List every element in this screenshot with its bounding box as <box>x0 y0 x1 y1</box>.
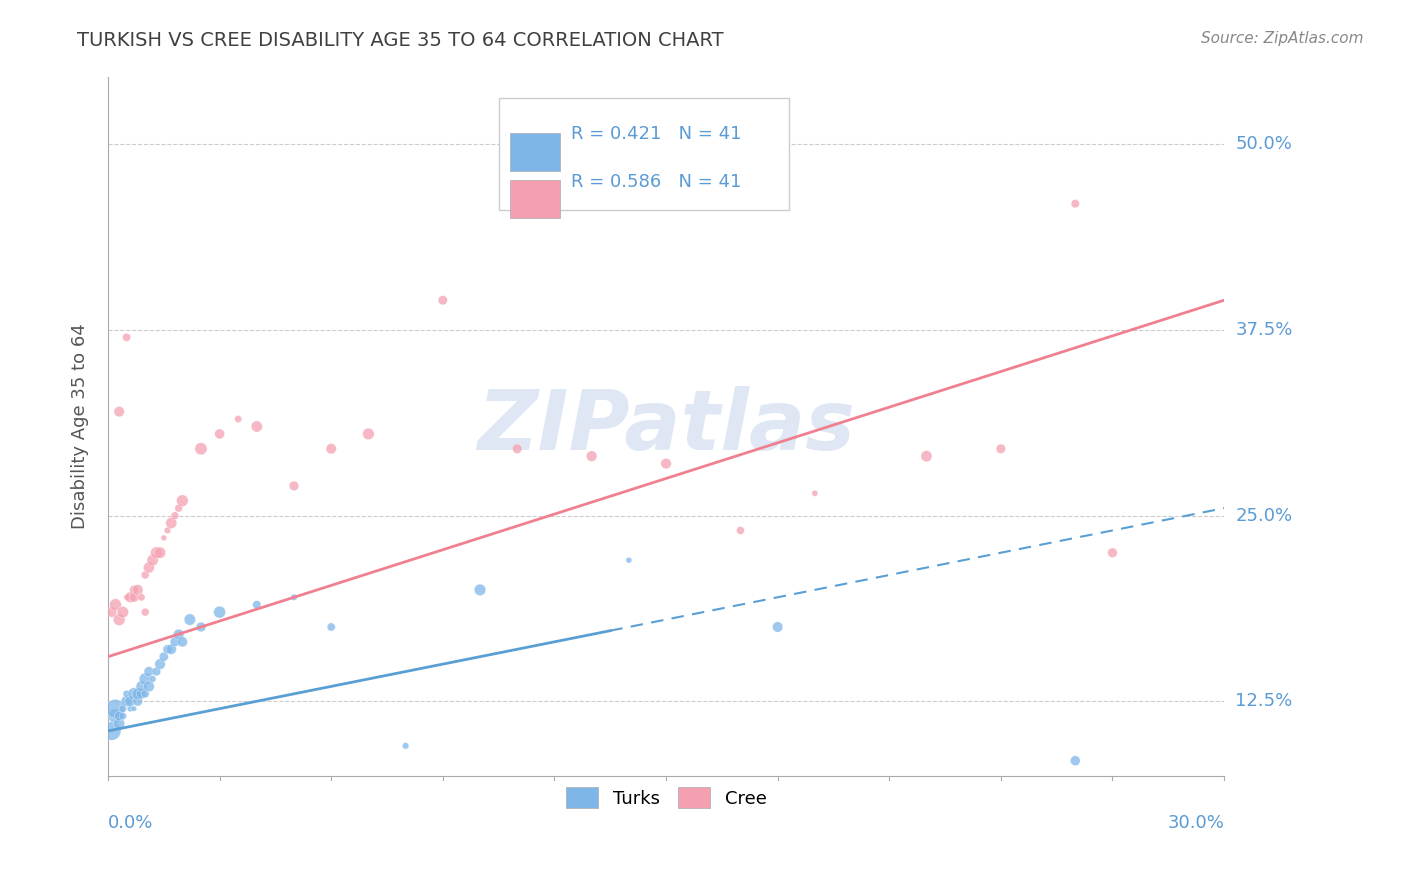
Point <box>190 620 212 634</box>
Point <box>172 635 194 649</box>
Point <box>127 687 149 701</box>
Point <box>1064 196 1087 211</box>
Point <box>208 426 231 441</box>
FancyBboxPatch shape <box>510 179 560 219</box>
Text: Source: ZipAtlas.com: Source: ZipAtlas.com <box>1201 31 1364 46</box>
Point <box>108 709 131 723</box>
Point <box>108 404 131 418</box>
Point <box>167 501 190 516</box>
Point <box>127 582 149 597</box>
Point <box>1101 546 1123 560</box>
Point <box>581 449 603 463</box>
Point <box>104 709 127 723</box>
Point <box>321 442 343 456</box>
Point <box>152 649 174 664</box>
Text: 25.0%: 25.0% <box>1236 507 1292 524</box>
Text: TURKISH VS CREE DISABILITY AGE 35 TO 64 CORRELATION CHART: TURKISH VS CREE DISABILITY AGE 35 TO 64 … <box>77 31 724 50</box>
Point <box>617 553 640 567</box>
Y-axis label: Disability Age 35 to 64: Disability Age 35 to 64 <box>72 324 89 529</box>
Point <box>156 524 179 538</box>
Point <box>142 672 165 686</box>
Point <box>142 553 165 567</box>
Point <box>321 620 343 634</box>
Point <box>131 680 153 694</box>
Point <box>115 591 138 605</box>
Point <box>915 449 938 463</box>
Point <box>357 426 380 441</box>
Point <box>104 701 127 715</box>
Point <box>108 613 131 627</box>
Point <box>506 442 529 456</box>
Point <box>115 330 138 344</box>
Point <box>156 642 179 657</box>
Point <box>122 701 145 715</box>
Point <box>104 598 127 612</box>
Point <box>111 709 134 723</box>
Point <box>131 687 153 701</box>
Point <box>163 508 186 523</box>
Point <box>100 605 122 619</box>
Text: 12.5%: 12.5% <box>1236 692 1292 710</box>
Point <box>131 591 153 605</box>
Point <box>120 694 142 708</box>
Point <box>730 524 752 538</box>
Point <box>432 293 454 308</box>
Point <box>122 687 145 701</box>
Text: ZIPatlas: ZIPatlas <box>477 386 855 467</box>
Point <box>167 627 190 641</box>
Point <box>468 582 491 597</box>
Point <box>990 442 1012 456</box>
Point <box>138 680 160 694</box>
Point <box>100 723 122 738</box>
Point <box>122 582 145 597</box>
Point <box>149 546 172 560</box>
Point <box>163 635 186 649</box>
Text: 30.0%: 30.0% <box>1167 814 1225 832</box>
Text: 37.5%: 37.5% <box>1236 321 1292 339</box>
Point <box>138 560 160 574</box>
Point <box>115 687 138 701</box>
Text: R = 0.586   N = 41: R = 0.586 N = 41 <box>571 173 741 191</box>
Text: 50.0%: 50.0% <box>1236 136 1292 153</box>
Point <box>394 739 416 753</box>
Point <box>226 412 249 426</box>
Point <box>134 605 156 619</box>
Point <box>108 716 131 731</box>
FancyBboxPatch shape <box>510 133 560 171</box>
Point <box>134 687 156 701</box>
Text: 0.0%: 0.0% <box>108 814 153 832</box>
Point <box>804 486 827 500</box>
Point <box>152 531 174 545</box>
Point <box>149 657 172 672</box>
Point <box>115 694 138 708</box>
Point <box>134 568 156 582</box>
Point <box>283 591 305 605</box>
Point <box>111 605 134 619</box>
Point <box>655 457 678 471</box>
Point <box>138 665 160 679</box>
Point <box>1064 754 1087 768</box>
Point <box>111 701 134 715</box>
Point <box>127 694 149 708</box>
Point <box>190 442 212 456</box>
Text: R = 0.421   N = 41: R = 0.421 N = 41 <box>571 125 742 143</box>
Point <box>208 605 231 619</box>
Point <box>283 479 305 493</box>
Point <box>145 665 167 679</box>
Point <box>179 613 201 627</box>
Point <box>160 642 183 657</box>
Point <box>134 672 156 686</box>
Point <box>145 546 167 560</box>
Point <box>120 591 142 605</box>
Point <box>172 493 194 508</box>
FancyBboxPatch shape <box>499 98 789 211</box>
Point <box>246 598 269 612</box>
Legend: Turks, Cree: Turks, Cree <box>558 780 773 815</box>
Point <box>160 516 183 530</box>
Point <box>120 701 142 715</box>
Point <box>766 620 789 634</box>
Point <box>246 419 269 434</box>
Point <box>122 591 145 605</box>
